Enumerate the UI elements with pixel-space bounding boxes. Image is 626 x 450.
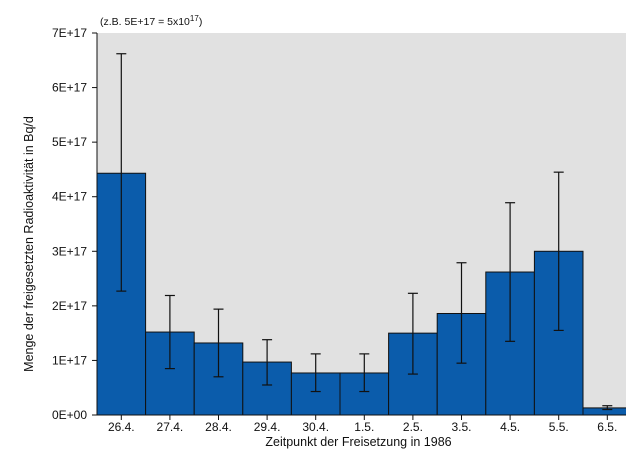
x-ticks-group: 26.4. 27.4. 28.4. 29.4. 30.4. 1.5. 2.5. 3.5. 4.5…: [108, 415, 617, 434]
x-tick-label-3: 29.4.: [254, 420, 281, 434]
x-tick-label-10: 6.5.: [597, 420, 617, 434]
y-tick-label-5: 5E+17: [52, 135, 87, 149]
chart-note-close: ): [199, 16, 203, 28]
x-tick-label-9: 5.5.: [549, 420, 569, 434]
x-tick-label-7: 3.5.: [451, 420, 471, 434]
y-tick-label-6: 6E+17: [52, 81, 87, 95]
x-tick-label-0: 26.4.: [108, 420, 135, 434]
y-tick-label-7: 7E+17: [52, 26, 87, 40]
x-tick-label-8: 4.5.: [500, 420, 520, 434]
y-tick-label-0: 0E+00: [52, 408, 87, 422]
x-tick-label-1: 27.4.: [157, 420, 184, 434]
bars-group: [96, 172, 626, 416]
y-tick-label-3: 3E+17: [52, 244, 87, 258]
x-tick-label-4: 30.4.: [302, 420, 329, 434]
y-ticks-group: 0E+00 1E+17 2E+17 3E+17 4E+17 5E+17 6E+17 7E+17: [52, 26, 97, 422]
y-tick-label-1: 1E+17: [52, 353, 87, 367]
chart-note-text: (z.B. 5E+17 = 5x10: [100, 16, 190, 28]
chart-note-exponent: 17: [190, 14, 199, 23]
x-tick-label-5: 1.5.: [354, 420, 374, 434]
y-tick-label-4: 4E+17: [52, 190, 87, 204]
y-axis-title: Menge der freigesetzten Radioaktivität i…: [22, 116, 36, 372]
error-bars-group: [116, 53, 613, 411]
x-tick-label-2: 28.4.: [205, 420, 232, 434]
x-axis-title: Zeitpunkt der Freisetzung in 1986: [265, 435, 451, 449]
chart-note: (z.B. 5E+17 = 5x1017): [100, 14, 202, 28]
x-tick-label-6: 2.5.: [403, 420, 423, 434]
y-tick-label-2: 2E+17: [52, 299, 87, 313]
